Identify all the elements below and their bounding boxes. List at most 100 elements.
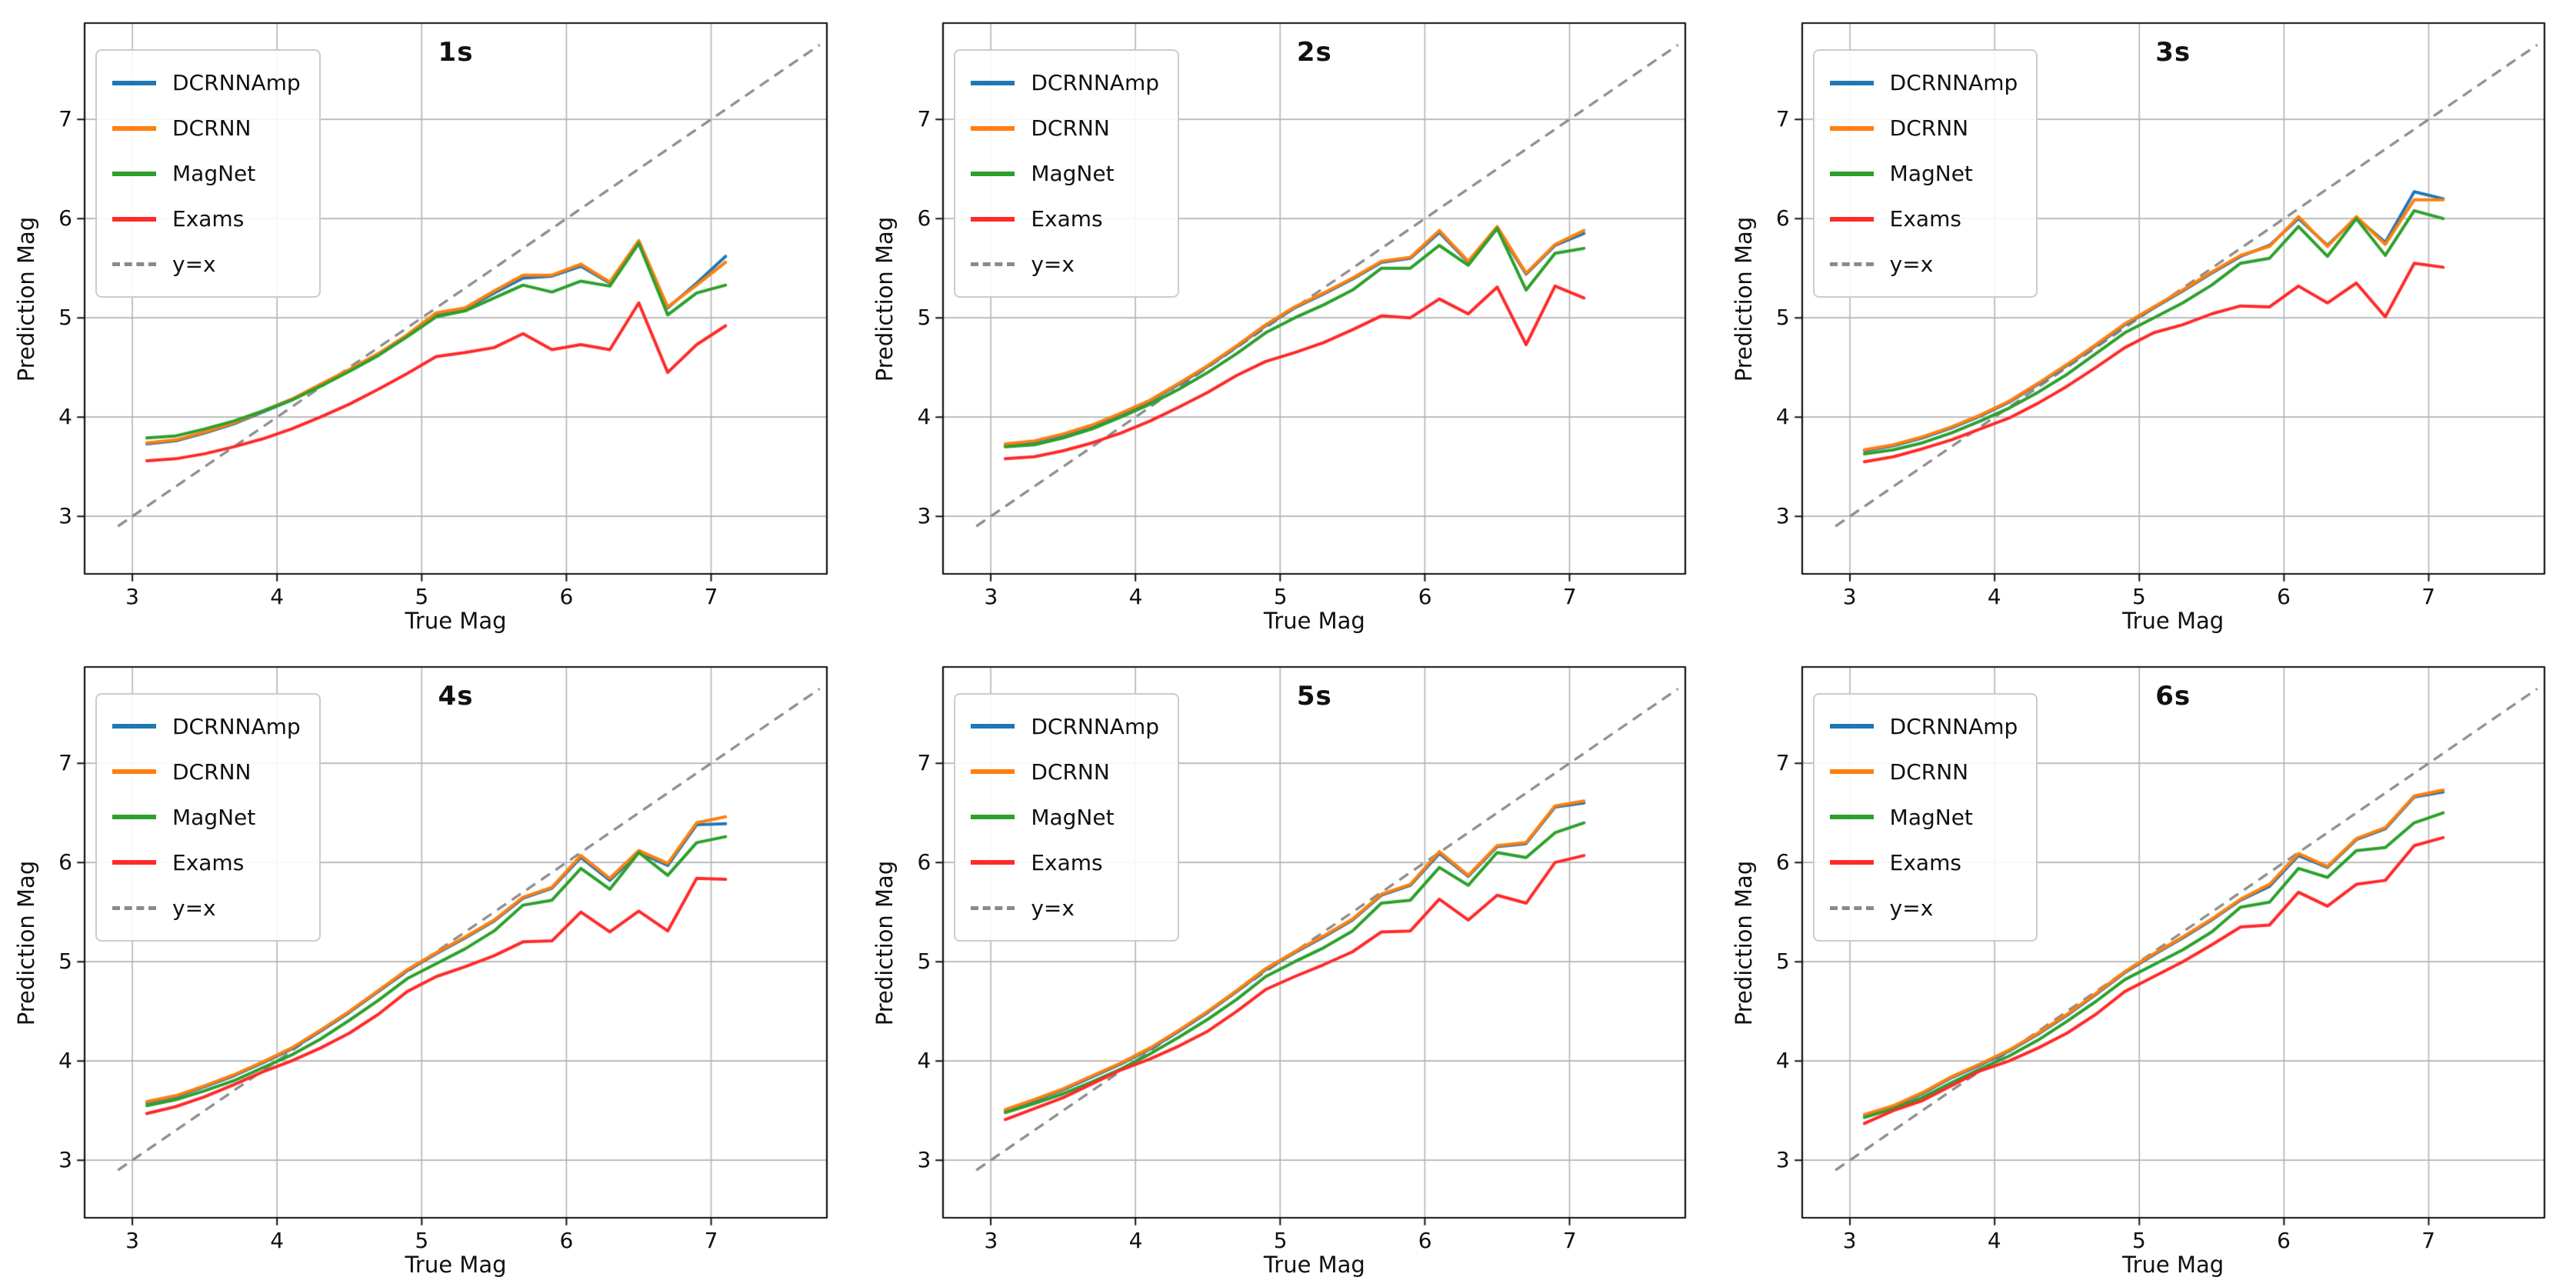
x-tick-label: 5 — [1273, 1227, 1288, 1253]
y-tick-label: 3 — [917, 1146, 931, 1172]
y-tick-label: 7 — [1775, 106, 1790, 132]
legend-line-magnet-icon — [112, 171, 156, 176]
x-tick-label: 3 — [125, 584, 139, 609]
legend-line-exams-icon — [112, 860, 156, 865]
x-tick-label: 6 — [2277, 584, 2291, 609]
legend: DCRNNAmp DCRNN MagNet Exams y=x — [95, 692, 321, 942]
x-tick-label: 4 — [1128, 584, 1143, 609]
legend-label: Exams — [172, 206, 245, 232]
y-tick-label: 3 — [1775, 503, 1790, 529]
legend-label: MagNet — [172, 161, 256, 186]
y-tick-label: 7 — [58, 749, 72, 775]
legend-item-identity: y=x — [971, 242, 1159, 287]
x-tick-label: 4 — [1987, 1227, 2001, 1253]
legend-item-identity: y=x — [971, 885, 1159, 931]
legend-line-dcrnn-icon — [112, 769, 156, 774]
legend-label: MagNet — [1031, 161, 1115, 186]
legend: DCRNNAmp DCRNN MagNet Exams y=x — [954, 692, 1179, 942]
y-tick-label: 4 — [1775, 1047, 1790, 1073]
legend-line-dcrnnamp-icon — [112, 724, 156, 729]
chart-title: 6s — [2155, 680, 2191, 712]
legend-item-magnet: MagNet — [971, 151, 1159, 196]
x-tick-label: 6 — [559, 1227, 574, 1253]
x-tick-label: 7 — [704, 1227, 718, 1253]
x-tick-label: 4 — [1128, 1227, 1143, 1253]
y-tick-label: 4 — [58, 1047, 72, 1073]
x-tick-label: 6 — [1418, 1227, 1432, 1253]
legend-line-dcrnn-icon — [112, 125, 156, 131]
y-tick-label: 5 — [1775, 948, 1790, 974]
legend-label: Exams — [1889, 206, 1961, 232]
legend-dashed-line-icon — [112, 905, 156, 910]
legend-label: DCRNNAmp — [172, 70, 301, 95]
legend-label: Exams — [1031, 849, 1103, 875]
legend-item-magnet: MagNet — [112, 151, 301, 196]
legend-line-exams-icon — [971, 216, 1015, 222]
x-tick-label: 5 — [415, 1227, 429, 1253]
legend-line-exams-icon — [971, 860, 1015, 865]
y-tick-label: 3 — [1775, 1146, 1790, 1172]
x-tick-label: 7 — [1562, 584, 1577, 609]
y-tick-label: 7 — [917, 106, 931, 132]
y-tick-label: 3 — [58, 503, 72, 529]
legend-label: Exams — [1889, 849, 1961, 875]
legend-item-exams: Exams — [112, 840, 301, 885]
legend-item-exams: Exams — [1829, 196, 2018, 242]
y-tick-label: 4 — [58, 404, 72, 430]
y-tick-label: 6 — [917, 849, 931, 875]
y-tick-label: 3 — [917, 503, 931, 529]
y-tick-label: 5 — [917, 948, 931, 974]
x-tick-label: 7 — [704, 584, 718, 609]
subplot-1s: 1s Prediction Mag True Mag DCRNNAmp DCRNN… — [0, 0, 858, 643]
legend-line-magnet-icon — [1829, 815, 1874, 819]
legend-item-identity: y=x — [1829, 242, 2018, 287]
legend-line-magnet-icon — [1829, 171, 1874, 176]
y-tick-label: 4 — [1775, 404, 1790, 430]
legend-line-dcrnnamp-icon — [971, 724, 1015, 729]
legend-line-exams-icon — [1829, 216, 1874, 222]
legend-label: MagNet — [172, 804, 256, 830]
y-tick-label: 6 — [1775, 849, 1790, 875]
legend-dashed-line-icon — [971, 262, 1015, 266]
legend-label: DCRNN — [1889, 759, 1969, 785]
legend-label: y=x — [1031, 895, 1075, 921]
x-tick-label: 3 — [984, 584, 998, 609]
legend-label: DCRNNAmp — [1031, 70, 1159, 95]
y-tick-label: 4 — [917, 404, 931, 430]
legend-item-magnet: MagNet — [112, 795, 301, 840]
legend-label: y=x — [172, 895, 216, 921]
legend-line-dcrnnamp-icon — [971, 80, 1015, 85]
legend-label: y=x — [1031, 252, 1075, 277]
legend-label: MagNet — [1889, 804, 1973, 830]
legend-line-exams-icon — [112, 216, 156, 222]
subplot-5s: 5s Prediction Mag True Mag DCRNNAmp DCRNN… — [858, 643, 1718, 1287]
x-axis-label: True Mag — [405, 608, 507, 634]
legend-item-dcrnn: DCRNN — [1829, 105, 2018, 151]
legend-item-dcrnnamp: DCRNNAmp — [112, 704, 301, 749]
x-tick-label: 5 — [2132, 584, 2146, 609]
legend-item-magnet: MagNet — [1829, 795, 2018, 840]
legend-label: DCRNNAmp — [1031, 713, 1159, 739]
legend-label: DCRNN — [1031, 115, 1110, 141]
y-tick-label: 7 — [58, 106, 72, 132]
x-axis-label: True Mag — [1263, 1251, 1365, 1278]
x-axis-label: True Mag — [1263, 608, 1365, 634]
legend-item-dcrnnamp: DCRNNAmp — [112, 60, 301, 105]
legend-line-dcrnnamp-icon — [112, 80, 156, 85]
x-tick-label: 5 — [2132, 1227, 2146, 1253]
legend: DCRNNAmp DCRNN MagNet Exams y=x — [954, 49, 1179, 298]
legend-label: DCRNNAmp — [172, 713, 301, 739]
legend-item-dcrnn: DCRNN — [971, 749, 1159, 795]
y-tick-label: 3 — [58, 1146, 72, 1172]
y-tick-label: 7 — [917, 749, 931, 775]
chart-title: 5s — [1296, 680, 1332, 712]
legend-item-identity: y=x — [112, 885, 301, 931]
y-tick-label: 6 — [58, 849, 72, 875]
legend-item-exams: Exams — [971, 840, 1159, 885]
legend-line-magnet-icon — [971, 171, 1015, 176]
x-tick-label: 5 — [1273, 584, 1288, 609]
legend: DCRNNAmp DCRNN MagNet Exams y=x — [95, 49, 321, 298]
legend-item-exams: Exams — [1829, 840, 2018, 885]
legend-dashed-line-icon — [971, 905, 1015, 910]
legend-line-magnet-icon — [112, 815, 156, 819]
